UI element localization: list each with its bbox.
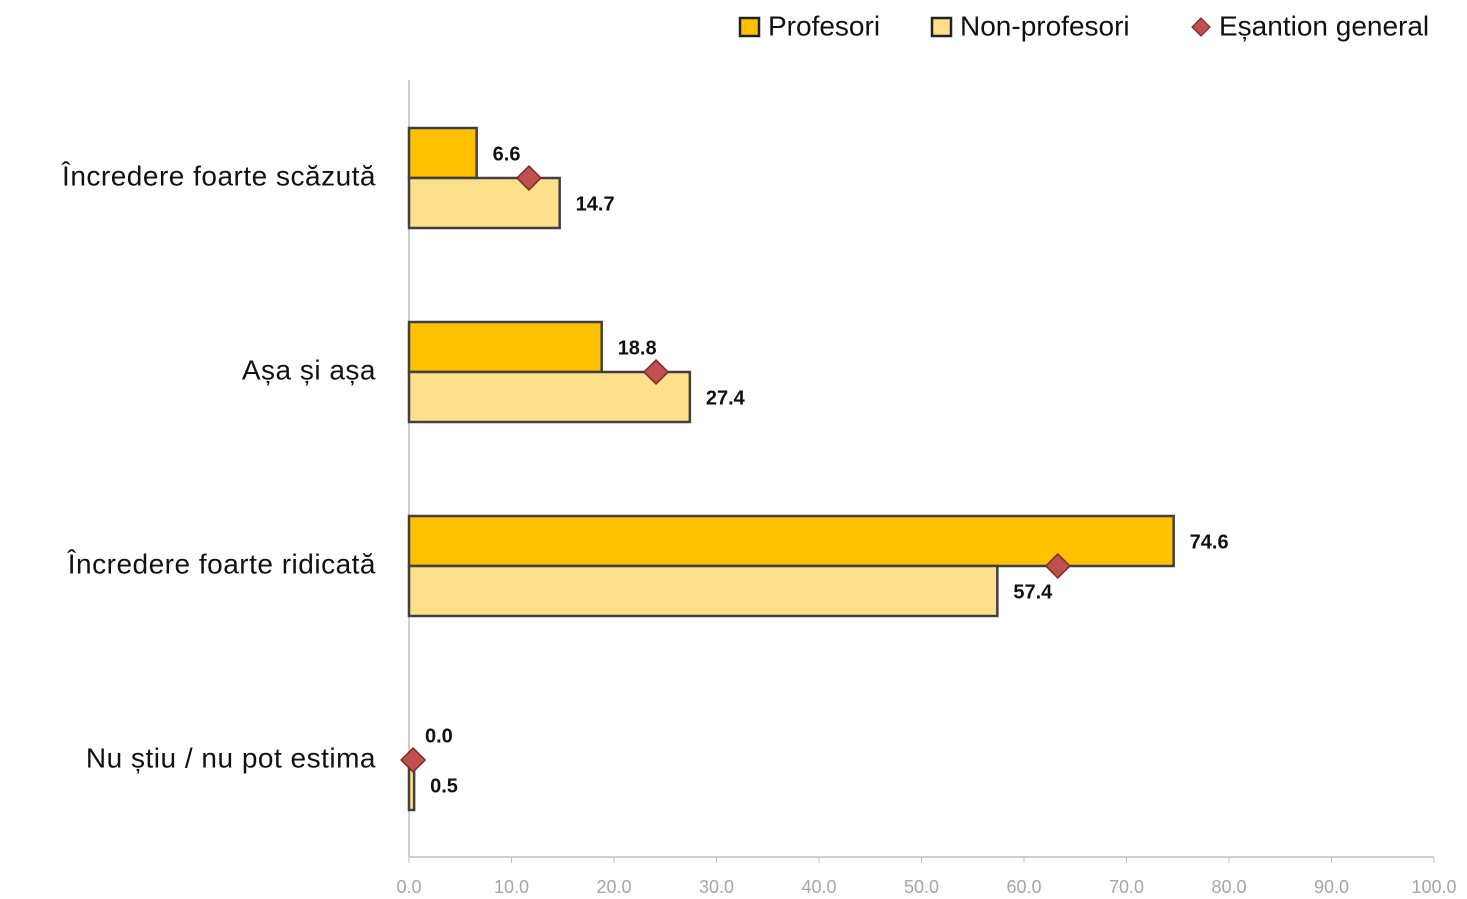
category-label: Nu știu / nu pot estima — [86, 742, 376, 773]
x-tick-label: 30.0 — [699, 877, 734, 897]
x-tick-label: 0.0 — [396, 877, 421, 897]
category-label: Așa și așa — [242, 354, 376, 385]
bar — [407, 370, 692, 424]
legend-swatch — [738, 16, 761, 38]
x-tick-label: 100.0 — [1411, 877, 1456, 897]
x-tick-label: 60.0 — [1006, 877, 1041, 897]
bar — [407, 126, 478, 180]
legend-label: Profesori — [768, 10, 880, 41]
data-label: 27.4 — [706, 387, 746, 409]
x-tick-label: 10.0 — [494, 877, 529, 897]
data-label: 6.6 — [493, 143, 521, 165]
data-label: 0.5 — [430, 775, 458, 797]
marker — [642, 358, 670, 386]
x-tick-label: 80.0 — [1211, 877, 1246, 897]
bar — [407, 564, 999, 618]
data-label: 57.4 — [1013, 581, 1053, 603]
x-tick-label: 20.0 — [596, 877, 631, 897]
marker — [515, 164, 542, 192]
category-label: Încredere foarte scăzută — [61, 160, 376, 191]
bar — [407, 320, 603, 374]
data-label: 74.6 — [1190, 531, 1229, 553]
x-tick-label: 40.0 — [801, 877, 836, 897]
category-label: Încredere foarte ridicată — [67, 548, 376, 579]
x-tick-label: 70.0 — [1109, 877, 1144, 897]
data-label: 14.7 — [576, 193, 615, 215]
x-tick-label: 90.0 — [1314, 877, 1349, 897]
marker — [1044, 552, 1071, 580]
data-label: 0.0 — [425, 725, 453, 747]
legend-label: Non-profesori — [960, 10, 1130, 41]
bar — [407, 176, 561, 230]
legend-label: Eșantion general — [1219, 10, 1429, 41]
legend-swatch — [930, 16, 953, 38]
data-label: 18.8 — [618, 337, 657, 359]
legend-swatch — [1191, 17, 1211, 37]
marker — [400, 746, 427, 774]
x-tick-label: 50.0 — [904, 877, 939, 897]
bar — [407, 514, 1175, 568]
